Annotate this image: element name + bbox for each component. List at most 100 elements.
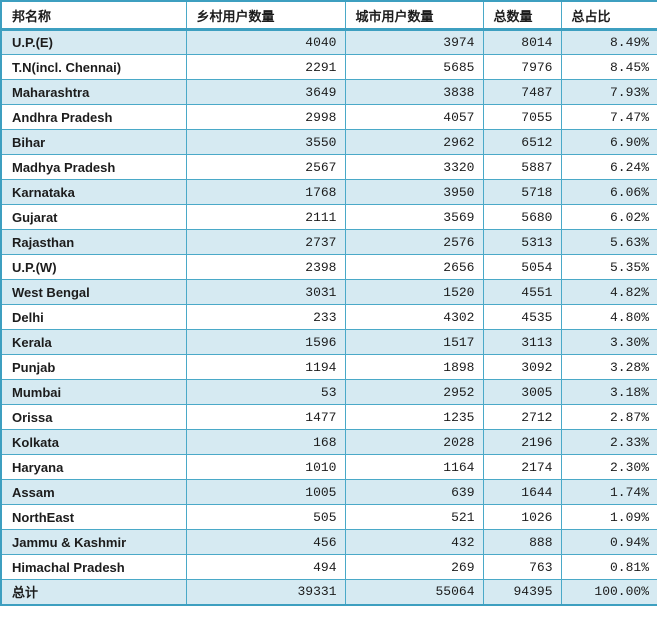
share-percent-cell: 1.74%: [560, 479, 657, 505]
table-row: U.P.(E) 4040 3974 8014 8.49%: [1, 29, 657, 55]
rural-count-cell: 1768: [185, 179, 345, 205]
urban-count-cell: 3950: [344, 179, 483, 205]
table-row: Delhi 233 4302 4535 4.80%: [1, 304, 657, 330]
state-name-cell: U.P.(W): [1, 254, 186, 280]
table-row: Kolkata 168 2028 2196 2.33%: [1, 429, 657, 455]
share-percent-cell: 2.33%: [560, 429, 657, 455]
urban-count-cell: 2962: [344, 129, 483, 155]
share-percent-cell: 2.87%: [560, 404, 657, 430]
total-count-cell: 7976: [482, 54, 561, 80]
state-name-cell: West Bengal: [1, 279, 186, 305]
total-count-cell: 5054: [482, 254, 561, 280]
rural-count-cell: 3031: [185, 279, 345, 305]
total-count-cell: 7487: [482, 79, 561, 105]
state-user-statistics-table: 邦名称 乡村用户数量 城市用户数量 总数量 总占比 U.P.(E) 4040 397…: [0, 0, 657, 606]
total-count-cell: 2196: [482, 429, 561, 455]
state-name-cell: Assam: [1, 479, 186, 505]
table-row: Assam 1005 639 1644 1.74%: [1, 479, 657, 505]
table-row: Himachal Pradesh 494 269 763 0.81%: [1, 554, 657, 580]
state-name-cell: Bihar: [1, 129, 186, 155]
state-name-cell: Gujarat: [1, 204, 186, 230]
rural-count-cell: 2998: [185, 104, 345, 130]
urban-count-cell: 5685: [344, 54, 483, 80]
total-count-cell: 2174: [482, 454, 561, 480]
table-row: Madhya Pradesh 2567 3320 5887 6.24%: [1, 154, 657, 180]
share-percent-cell: 6.90%: [560, 129, 657, 155]
rural-count-cell: 2111: [185, 204, 345, 230]
urban-count-cell: 3974: [344, 29, 483, 55]
rural-count-cell: 168: [185, 429, 345, 455]
total-count-cell: 7055: [482, 104, 561, 130]
total-count-cell: 8014: [482, 29, 561, 55]
share-percent-cell: 8.45%: [560, 54, 657, 80]
state-name-cell: Kerala: [1, 329, 186, 355]
state-name-cell: Punjab: [1, 354, 186, 380]
rural-count-cell: 3649: [185, 79, 345, 105]
table-row: West Bengal 3031 1520 4551 4.82%: [1, 279, 657, 305]
share-percent-cell: 4.80%: [560, 304, 657, 330]
total-count-cell: 4535: [482, 304, 561, 330]
share-percent-cell: 0.81%: [560, 554, 657, 580]
urban-count-cell: 55064: [344, 579, 483, 605]
total-count-cell: 5887: [482, 154, 561, 180]
rural-count-cell: 2567: [185, 154, 345, 180]
rural-count-cell: 233: [185, 304, 345, 330]
rural-count-cell: 39331: [185, 579, 345, 605]
urban-count-cell: 639: [344, 479, 483, 505]
table-row: Orissa 1477 1235 2712 2.87%: [1, 404, 657, 430]
urban-count-cell: 4302: [344, 304, 483, 330]
column-header-rural-users: 乡村用户数量: [185, 1, 345, 31]
rural-count-cell: 3550: [185, 129, 345, 155]
table-row: Karnataka 1768 3950 5718 6.06%: [1, 179, 657, 205]
table-row: Andhra Pradesh 2998 4057 7055 7.47%: [1, 104, 657, 130]
state-name-cell: Delhi: [1, 304, 186, 330]
share-percent-cell: 1.09%: [560, 504, 657, 530]
rural-count-cell: 4040: [185, 29, 345, 55]
total-count-cell: 5718: [482, 179, 561, 205]
state-name-cell: Madhya Pradesh: [1, 154, 186, 180]
urban-count-cell: 1164: [344, 454, 483, 480]
rural-count-cell: 505: [185, 504, 345, 530]
urban-count-cell: 1898: [344, 354, 483, 380]
rural-count-cell: 1596: [185, 329, 345, 355]
total-count-cell: 3113: [482, 329, 561, 355]
total-count-cell: 3092: [482, 354, 561, 380]
table-row: U.P.(W) 2398 2656 5054 5.35%: [1, 254, 657, 280]
urban-count-cell: 2952: [344, 379, 483, 405]
share-percent-cell: 8.49%: [560, 29, 657, 55]
total-count-cell: 6512: [482, 129, 561, 155]
state-name-cell: Karnataka: [1, 179, 186, 205]
rural-count-cell: 2398: [185, 254, 345, 280]
share-percent-cell: 100.00%: [560, 579, 657, 605]
table-row: Punjab 1194 1898 3092 3.28%: [1, 354, 657, 380]
total-count-cell: 94395: [482, 579, 561, 605]
urban-count-cell: 2656: [344, 254, 483, 280]
share-percent-cell: 4.82%: [560, 279, 657, 305]
urban-count-cell: 269: [344, 554, 483, 580]
share-percent-cell: 3.30%: [560, 329, 657, 355]
share-percent-cell: 3.28%: [560, 354, 657, 380]
share-percent-cell: 7.47%: [560, 104, 657, 130]
state-name-cell: Andhra Pradesh: [1, 104, 186, 130]
total-row: 总计 39331 55064 94395 100.00%: [1, 579, 657, 605]
table-row: Bihar 3550 2962 6512 6.90%: [1, 129, 657, 155]
share-percent-cell: 7.93%: [560, 79, 657, 105]
urban-count-cell: 1235: [344, 404, 483, 430]
state-name-cell: Himachal Pradesh: [1, 554, 186, 580]
state-name-cell: T.N(incl. Chennai): [1, 54, 186, 80]
total-count-cell: 5680: [482, 204, 561, 230]
total-count-cell: 763: [482, 554, 561, 580]
rural-count-cell: 456: [185, 529, 345, 555]
table-row: T.N(incl. Chennai) 2291 5685 7976 8.45%: [1, 54, 657, 80]
share-percent-cell: 5.63%: [560, 229, 657, 255]
rural-count-cell: 2737: [185, 229, 345, 255]
urban-count-cell: 2576: [344, 229, 483, 255]
state-name-cell: Orissa: [1, 404, 186, 430]
table-row: Maharashtra 3649 3838 7487 7.93%: [1, 79, 657, 105]
state-name-cell: Haryana: [1, 454, 186, 480]
table-row: NorthEast 505 521 1026 1.09%: [1, 504, 657, 530]
rural-count-cell: 1477: [185, 404, 345, 430]
table-row: Mumbai 53 2952 3005 3.18%: [1, 379, 657, 405]
total-count-cell: 5313: [482, 229, 561, 255]
state-name-cell: Mumbai: [1, 379, 186, 405]
